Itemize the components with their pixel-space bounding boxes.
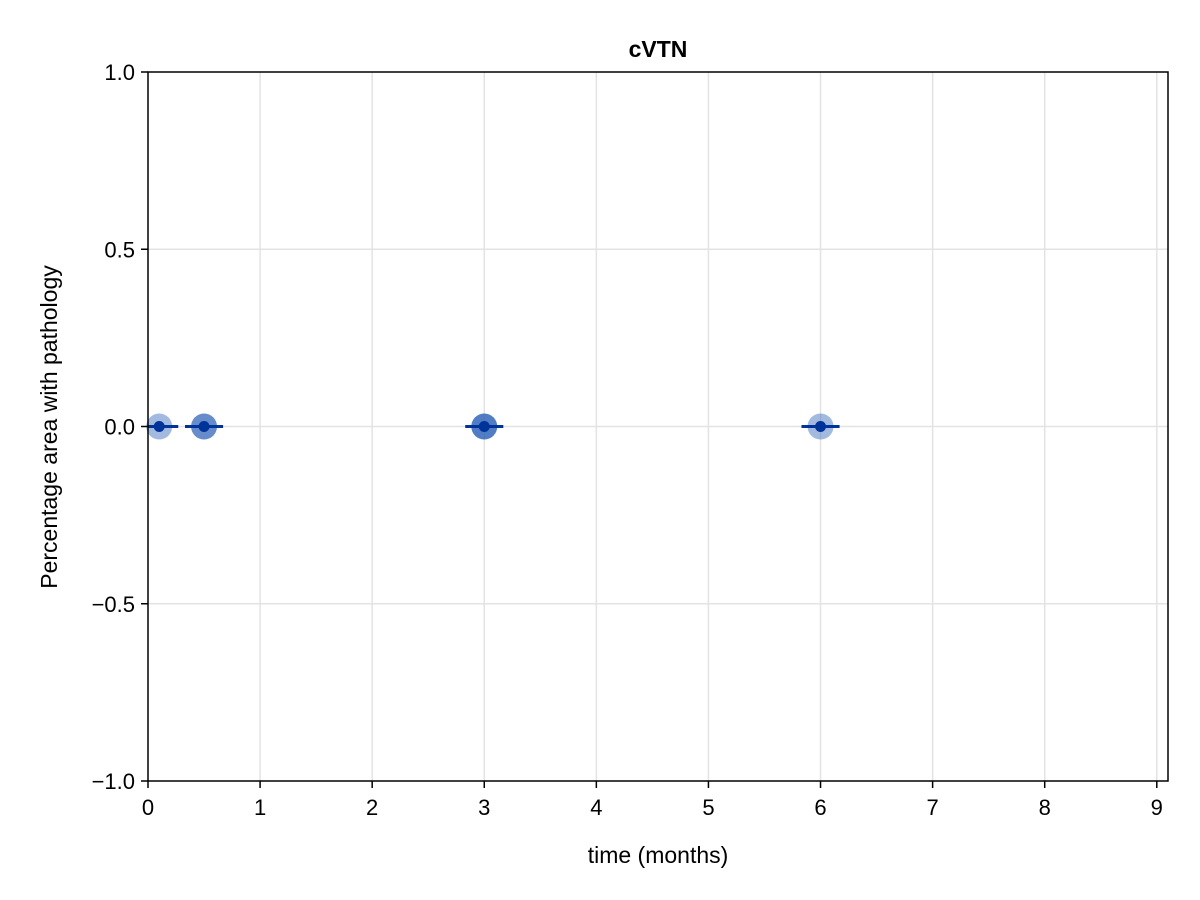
x-tick-label: 5 <box>702 795 714 820</box>
y-tick-label: −0.5 <box>92 592 135 617</box>
x-tick-label: 1 <box>254 795 266 820</box>
x-tick-label: 0 <box>142 795 154 820</box>
ticks: 0 1 2 3 4 5 6 7 8 9 −1.0 −0.5 0.0 0.5 1.0 <box>92 60 1163 820</box>
y-tick-label: 0.0 <box>104 415 135 440</box>
data-point-3 <box>801 413 840 440</box>
data-point-0 <box>146 413 179 440</box>
x-tick-label: 3 <box>478 795 490 820</box>
x-tick-label: 7 <box>926 795 938 820</box>
data-point-1 <box>184 413 224 440</box>
point-marker <box>198 421 210 432</box>
x-tick-label: 6 <box>814 795 826 820</box>
point-marker <box>478 421 490 432</box>
point-marker <box>153 421 165 432</box>
point-marker <box>815 421 827 432</box>
x-tick-label: 9 <box>1151 795 1163 820</box>
plot-marks <box>146 413 840 440</box>
y-axis-label: Percentage area with pathology <box>36 265 62 589</box>
data-point-2 <box>465 413 504 440</box>
x-tick-label: 2 <box>366 795 378 820</box>
x-tick-label: 4 <box>590 795 602 820</box>
x-tick-label: 8 <box>1039 795 1051 820</box>
chart-title: cVTN <box>629 36 688 62</box>
x-axis-label: time (months) <box>588 842 729 868</box>
grid <box>148 72 1168 781</box>
y-tick-label: −1.0 <box>92 769 135 794</box>
y-tick-label: 0.5 <box>104 237 135 262</box>
y-tick-label: 1.0 <box>104 60 135 85</box>
